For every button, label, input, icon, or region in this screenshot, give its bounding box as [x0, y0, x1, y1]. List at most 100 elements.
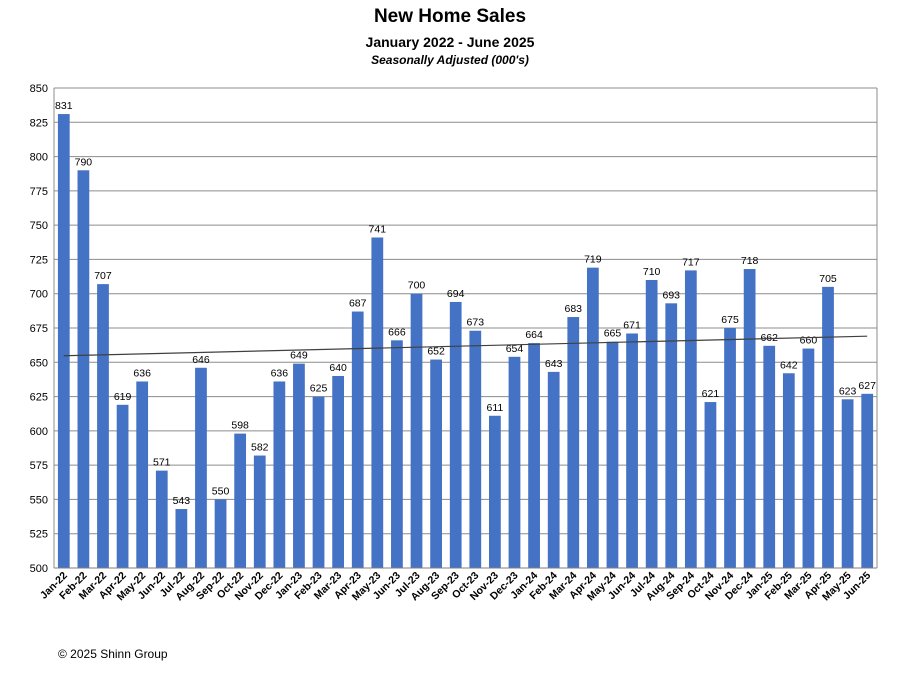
bar [841, 399, 854, 568]
y-tick-label: 550 [30, 494, 48, 506]
data-label: 649 [290, 350, 308, 362]
bar [371, 237, 384, 568]
data-label: 654 [506, 343, 524, 355]
bar [57, 114, 70, 569]
bar [97, 284, 109, 568]
bar [547, 371, 560, 568]
data-label: 694 [447, 288, 465, 300]
bar [116, 404, 129, 568]
bar [332, 376, 345, 568]
bar [410, 293, 423, 568]
y-tick-label: 575 [30, 460, 48, 472]
y-tick-label: 525 [30, 529, 48, 541]
bar [391, 340, 403, 568]
chart-subsubtitle: Seasonally Adjusted (000's) [371, 53, 529, 67]
y-tick-label: 675 [30, 323, 48, 335]
data-label: 543 [173, 495, 191, 507]
data-label: 673 [467, 317, 485, 329]
y-tick-label: 700 [30, 289, 48, 301]
data-label: 571 [153, 457, 171, 469]
data-label: 741 [369, 223, 387, 235]
data-label: 705 [819, 273, 837, 285]
data-label: 652 [427, 346, 445, 358]
bar [626, 333, 638, 568]
bar [606, 341, 619, 568]
data-label: 619 [114, 391, 132, 403]
chart-subtitle: January 2022 - June 2025 [365, 34, 535, 50]
bar [743, 269, 756, 568]
data-label: 687 [349, 298, 367, 310]
data-label: 664 [525, 329, 543, 341]
bar [861, 393, 874, 568]
bar [155, 470, 168, 568]
bar [645, 280, 658, 568]
data-label: 621 [702, 388, 720, 400]
y-tick-label: 750 [30, 220, 48, 232]
data-label: 790 [75, 156, 93, 168]
bar [253, 455, 266, 568]
y-tick-label: 825 [30, 117, 48, 129]
bar [763, 345, 776, 568]
bar [234, 433, 247, 568]
data-label: 660 [800, 335, 818, 347]
bar [724, 328, 736, 568]
bar [214, 499, 227, 568]
data-label: 671 [623, 319, 641, 331]
bar [489, 415, 501, 568]
data-label: 636 [271, 367, 289, 379]
chart-title: New Home Sales [373, 6, 527, 27]
bar [430, 359, 442, 568]
data-label: 582 [251, 442, 269, 454]
trendline [63, 335, 868, 357]
bar [684, 270, 697, 568]
bar [175, 509, 188, 568]
data-label: 700 [408, 280, 426, 292]
bar [822, 286, 834, 568]
data-label: 710 [643, 266, 661, 278]
data-label: 640 [329, 362, 347, 374]
bar [567, 317, 580, 568]
data-label: 665 [604, 328, 622, 340]
y-tick-label: 500 [30, 563, 48, 575]
y-tick-label: 850 [30, 83, 48, 95]
bar [802, 348, 815, 568]
data-label: 717 [682, 256, 700, 268]
y-tick-label: 625 [30, 392, 48, 404]
data-label: 719 [584, 254, 602, 266]
bar [782, 373, 795, 568]
bar [77, 170, 90, 569]
bar [665, 303, 678, 568]
y-tick-label: 600 [30, 426, 48, 438]
copyright-footer: © 2025 Shinn Group [58, 647, 168, 661]
bar [312, 396, 325, 568]
data-label: 611 [487, 402, 504, 414]
bar [469, 330, 482, 568]
data-label: 662 [760, 332, 778, 344]
data-label: 675 [721, 314, 739, 326]
bar [293, 363, 305, 568]
bar [586, 267, 599, 568]
data-label: 831 [55, 100, 73, 112]
data-label: 627 [858, 380, 876, 392]
y-tick-label: 725 [30, 254, 48, 266]
data-label: 550 [212, 485, 230, 497]
data-label: 642 [780, 359, 798, 371]
data-label: 598 [231, 420, 249, 432]
data-label: 707 [94, 270, 112, 282]
data-label: 643 [545, 358, 563, 370]
data-label: 636 [133, 367, 151, 379]
bar [704, 402, 717, 568]
data-label: 683 [565, 303, 583, 315]
data-label: 666 [388, 326, 406, 338]
y-tick-label: 800 [30, 152, 48, 164]
bar [136, 381, 149, 568]
bar [508, 356, 521, 568]
data-label: 646 [192, 354, 210, 366]
data-label: 693 [662, 289, 680, 301]
bar [528, 343, 540, 568]
bar [449, 301, 462, 568]
y-tick-label: 775 [30, 186, 48, 198]
data-label: 623 [839, 385, 857, 397]
bar [195, 367, 207, 568]
data-label: 625 [310, 383, 328, 395]
